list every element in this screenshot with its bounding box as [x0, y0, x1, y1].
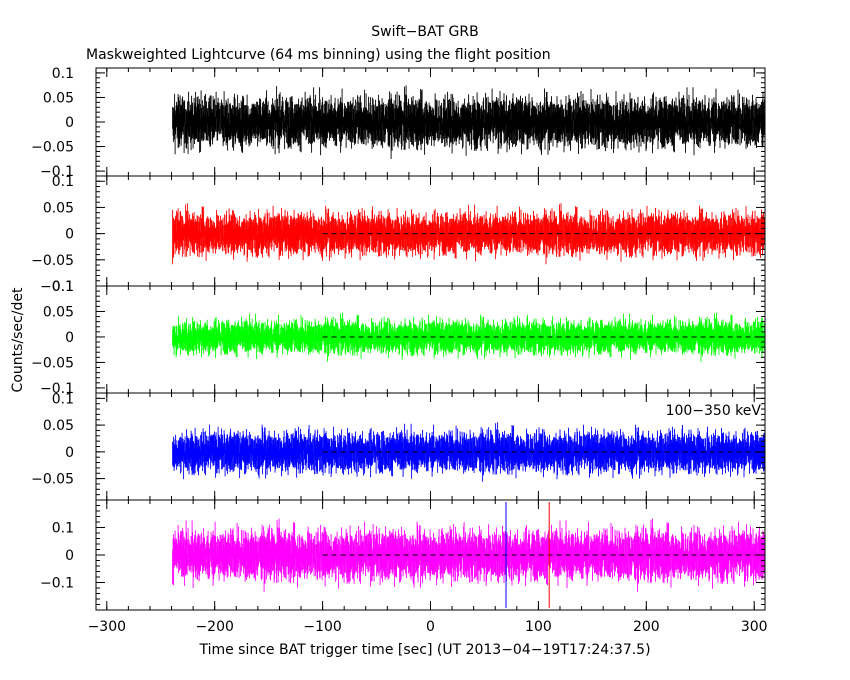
y-tick-label: 0.05 [43, 200, 74, 216]
y-tick-label: 0.1 [52, 521, 74, 537]
y-tick-label: 0.1 [52, 66, 74, 82]
y-tick-label: −0.1 [40, 381, 74, 397]
lightcurve-series [172, 312, 765, 362]
x-tick-label: 0 [426, 619, 435, 635]
x-tick-label: −300 [88, 619, 126, 635]
y-tick-label: 0.05 [43, 90, 74, 106]
panel-3: −0.1 −0.05 0 0.05 0.1 [31, 279, 766, 397]
chart-subtitle: Maskweighted Lightcurve (64 ms binning) … [86, 47, 551, 63]
y-tick-label: 0 [65, 115, 74, 131]
x-tick-label: 100 [525, 619, 552, 635]
x-tick-label: −200 [195, 619, 233, 635]
panel-5: −0.1 0 0.1 [40, 499, 766, 611]
panel-4: −0.05 0 0.05 0.1 100−350 keV [31, 391, 766, 501]
y-tick-label: −0.05 [31, 472, 74, 488]
y-tick-label: 0.1 [52, 391, 74, 407]
x-tick-label: 200 [633, 619, 660, 635]
x-tick-label: −100 [303, 619, 341, 635]
y-tick-label: 0 [65, 548, 74, 564]
y-axis-label: Counts/sec/det [10, 287, 26, 392]
y-tick-label: 0.1 [52, 279, 74, 295]
y-tick-label: −0.05 [31, 253, 74, 269]
y-tick-label: 0 [65, 445, 74, 461]
y-tick-label: −0.1 [40, 164, 74, 180]
y-tick-label: −0.1 [40, 576, 74, 592]
panels-layer: −0.1−0.0500.050.1−0.1−0.0500.050.1−0.1−0… [31, 66, 767, 635]
y-tick-label: −0.05 [31, 355, 74, 371]
y-tick-label: 0 [65, 330, 74, 346]
chart-title: Swift−BAT GRB [371, 24, 478, 40]
y-tick-label: 0.05 [43, 418, 74, 434]
panel-1: −0.1 −0.05 0 0.05 0.1 [31, 66, 766, 180]
x-tick-label: 300 [741, 619, 768, 635]
y-tick-label: −0.1 [40, 279, 74, 295]
x-axis-label: Time since BAT trigger time [sec] (UT 20… [198, 642, 650, 658]
panel-2: −0.1 −0.05 0 0.05 0.1 [31, 174, 766, 295]
lightcurve-series [172, 518, 765, 592]
band-label: 100−350 keV [666, 403, 762, 419]
lightcurve-series [172, 422, 765, 482]
y-tick-label: 0.05 [43, 304, 74, 320]
y-tick-label: −0.05 [31, 140, 74, 156]
lightcurve-series [172, 85, 765, 159]
y-tick-label: 0.1 [52, 174, 74, 190]
y-tick-label: 0 [65, 227, 74, 243]
